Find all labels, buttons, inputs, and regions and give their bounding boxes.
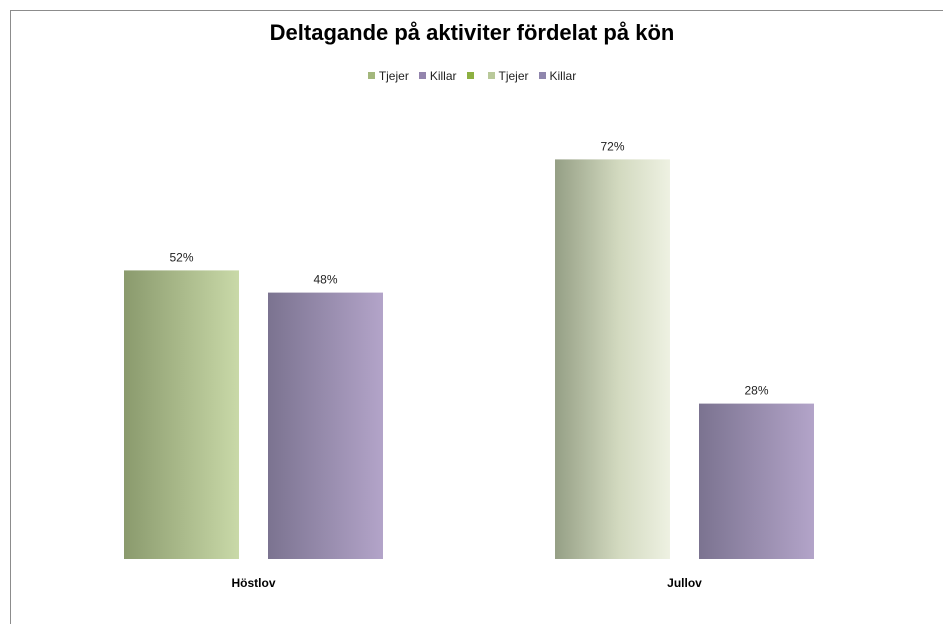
legend-item bbox=[466, 72, 478, 79]
data-label: 72% bbox=[600, 139, 624, 153]
data-label: 28% bbox=[744, 384, 768, 398]
bar-killar-höstlov bbox=[268, 292, 383, 559]
legend-label: Tjejer bbox=[498, 68, 529, 83]
legend-swatch bbox=[418, 72, 426, 79]
labels-group: 52% 48% Höstlov 72% 28% Jullov bbox=[169, 139, 768, 590]
legend-item: Tjejer bbox=[367, 68, 409, 83]
legend-swatch bbox=[538, 72, 546, 79]
category-label: Jullov bbox=[667, 576, 702, 590]
bar-killar-jullov bbox=[699, 403, 814, 559]
legend-item: Killar bbox=[418, 68, 457, 83]
legend-swatch bbox=[487, 72, 495, 79]
legend-swatch bbox=[466, 72, 474, 79]
bar-tjejer-höstlov bbox=[124, 270, 239, 559]
category-label: Höstlov bbox=[231, 576, 275, 590]
bar-tjejer-jullov bbox=[555, 159, 670, 559]
legend-label: Tjejer bbox=[378, 68, 409, 83]
data-label: 48% bbox=[313, 273, 337, 287]
legend-label: Killar bbox=[549, 68, 577, 83]
chart-title: Deltagande på aktiviter fördelat på kön bbox=[269, 20, 675, 45]
bars-group bbox=[124, 159, 814, 559]
legend-label: Killar bbox=[429, 68, 457, 83]
legend-item: Tjejer bbox=[487, 68, 529, 83]
legend: Tjejer Killar Tjejer Killar bbox=[0, 68, 944, 83]
legend-swatch bbox=[367, 72, 375, 79]
data-label: 52% bbox=[169, 250, 193, 264]
legend-item: Killar bbox=[538, 68, 577, 83]
